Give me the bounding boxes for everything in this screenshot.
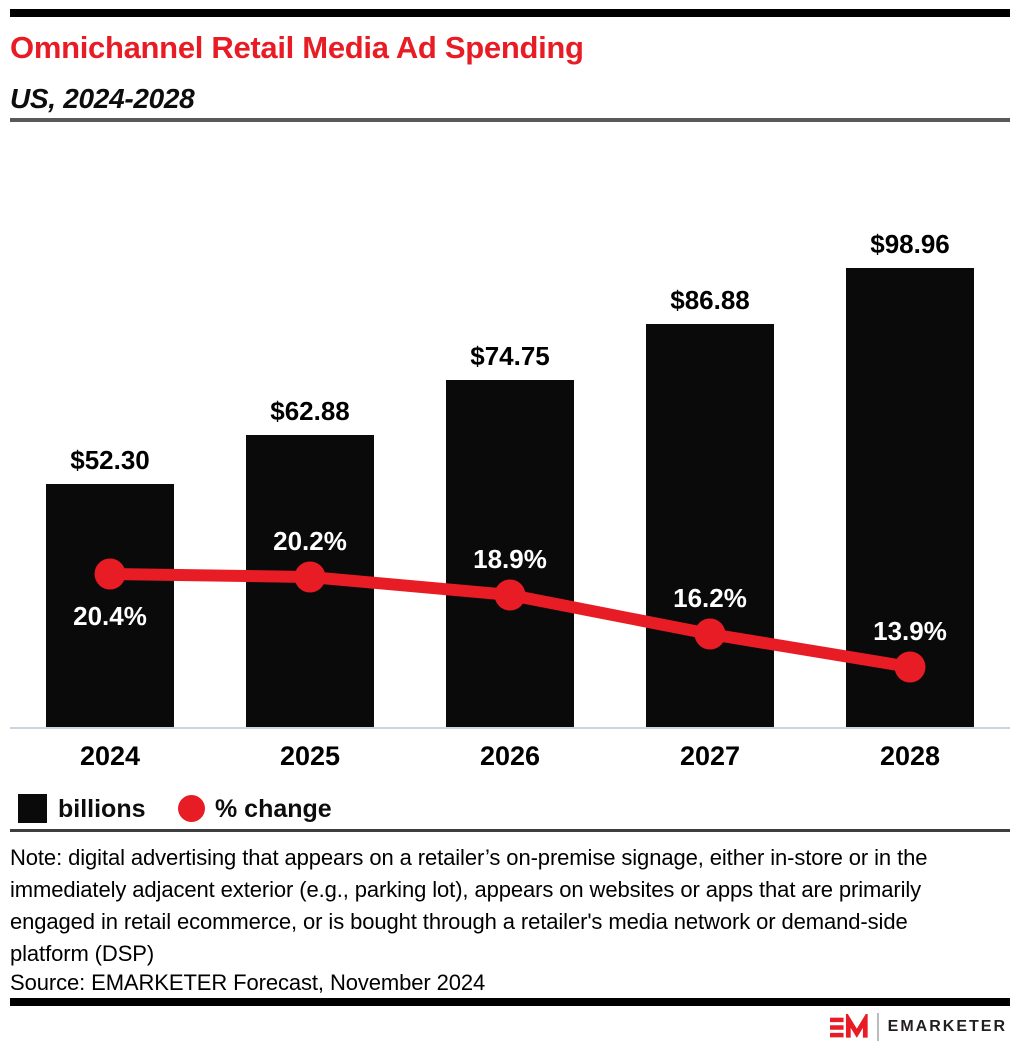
pct-change-swatch-icon <box>178 795 205 822</box>
x-tick-2028: 2028 <box>879 741 941 771</box>
bar-2025 <box>246 435 374 727</box>
x-tick-2027: 2027 <box>679 741 741 771</box>
legend-divider <box>10 829 1010 832</box>
emarketer-logo-monogram-icon <box>829 1013 868 1038</box>
source-text: Source: EMARKETER Forecast, November 202… <box>10 970 486 995</box>
x-axis-line <box>10 727 1010 729</box>
pct-label-2024: 20.4% <box>73 601 147 631</box>
bar-value-2025: $62.88 <box>270 396 350 426</box>
bottom-accent-bar <box>10 998 1010 1006</box>
x-tick-2026: 2026 <box>479 741 541 771</box>
bar-value-2027: $86.88 <box>670 285 750 315</box>
pct-label-2025: 20.2% <box>273 526 347 556</box>
note-text: Note: digital advertising that appears o… <box>10 845 928 966</box>
page-subtitle: US, 2024-2028 <box>10 83 195 114</box>
legend-label-billions: billions <box>58 795 146 823</box>
emarketer-logo: EMARKETER <box>829 1012 1007 1042</box>
x-tick-2025: 2025 <box>279 741 341 771</box>
page-title: Omnichannel Retail Media Ad Spending <box>10 30 584 65</box>
pct-label-2026: 18.9% <box>473 544 547 574</box>
bar-value-2024: $52.30 <box>70 445 150 475</box>
bar-value-2028: $98.96 <box>870 229 950 259</box>
header-divider <box>10 118 1010 122</box>
pct-label-2028: 13.9% <box>873 616 947 646</box>
bar-2027 <box>646 324 774 727</box>
top-accent-bar <box>10 9 1010 17</box>
bar-value-2026: $74.75 <box>470 341 550 371</box>
legend-label-pct-change: % change <box>215 795 332 823</box>
billions-swatch-icon <box>18 794 47 823</box>
logo-divider <box>876 1013 879 1041</box>
pct-label-2027: 16.2% <box>673 583 747 613</box>
emarketer-logo-text: EMARKETER <box>887 1018 1007 1035</box>
bar-2028 <box>846 268 974 727</box>
x-tick-2024: 2024 <box>79 741 141 771</box>
